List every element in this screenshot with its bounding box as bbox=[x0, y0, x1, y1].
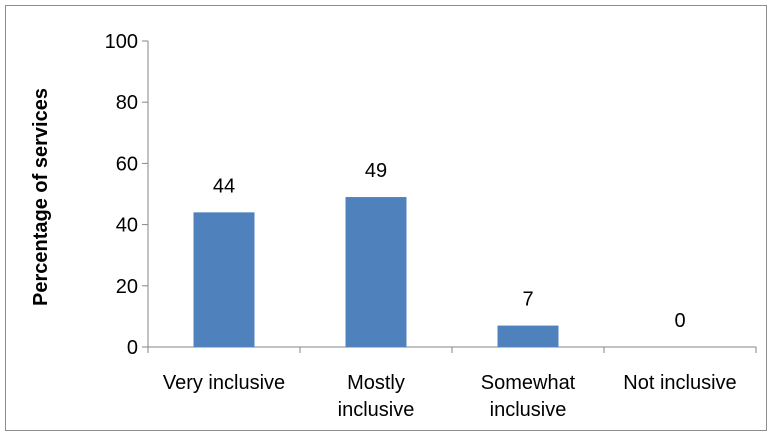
data-label: 44 bbox=[213, 175, 235, 197]
plot-area: 0 20 40 60 80 100 44 Very inclusive 49 Mostly incl… bbox=[105, 31, 757, 421]
bar-somewhat-inclusive bbox=[497, 325, 559, 347]
y-tick-label: 0 bbox=[127, 337, 138, 359]
bar-mostly-inclusive bbox=[345, 197, 407, 347]
x-category-label: Somewhat bbox=[481, 372, 576, 394]
bar-very-inclusive bbox=[193, 212, 255, 347]
y-tick-label: 20 bbox=[116, 276, 138, 298]
y-tick-label: 60 bbox=[116, 153, 138, 175]
data-label: 49 bbox=[365, 160, 387, 182]
x-category-label: Mostly bbox=[347, 372, 405, 394]
y-tick-label: 100 bbox=[105, 31, 138, 53]
x-category-label: inclusive bbox=[338, 399, 415, 421]
data-label: 0 bbox=[674, 310, 685, 332]
x-category-label: Not inclusive bbox=[623, 372, 736, 394]
data-label: 7 bbox=[522, 289, 533, 311]
y-tick-label: 80 bbox=[116, 92, 138, 114]
x-category-label: inclusive bbox=[490, 399, 567, 421]
y-tick-label: 40 bbox=[116, 215, 138, 237]
x-category-label: Very inclusive bbox=[163, 372, 285, 394]
y-axis-label: Percentage of services bbox=[30, 88, 52, 306]
